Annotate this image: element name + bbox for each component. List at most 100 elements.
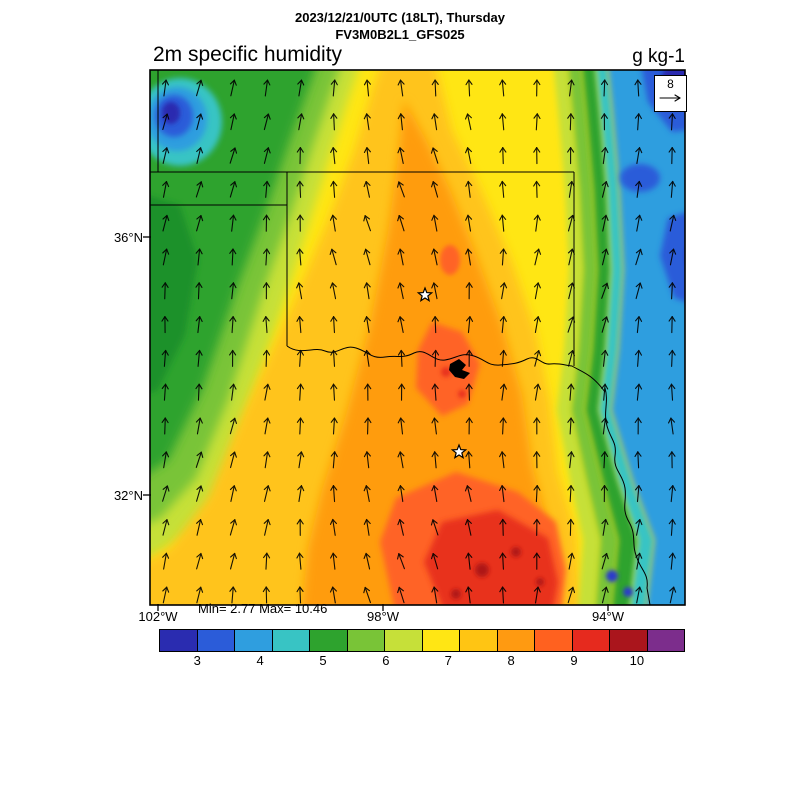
- wind-arrow: [263, 552, 271, 570]
- wind-arrow: [162, 147, 170, 164]
- wind-arrow: [430, 519, 439, 536]
- wind-arrow: [196, 552, 204, 570]
- wind-arrow: [601, 451, 609, 469]
- wind-arrow: [465, 147, 473, 164]
- wind-arrow: [296, 248, 304, 266]
- wind-arrow: [296, 552, 304, 570]
- wind-arrow: [669, 586, 677, 604]
- wind-arrow: [634, 79, 642, 97]
- wind-arrow: [296, 147, 304, 165]
- wind-arrow: [330, 316, 338, 334]
- wind-arrow: [196, 147, 204, 164]
- wind-arrow: [229, 316, 237, 334]
- wind-arrow: [601, 282, 609, 299]
- wind-arrow: [533, 451, 541, 469]
- wind-arrow: [296, 417, 304, 435]
- wind-arrow: [465, 586, 473, 604]
- wind-arrow: [668, 282, 676, 300]
- wind-arrow: [534, 248, 542, 266]
- wind-arrow: [668, 180, 676, 198]
- wind-arrow: [431, 383, 439, 401]
- colorbar-tick-label: 7: [444, 653, 452, 668]
- wind-arrow: [229, 113, 237, 131]
- wind-arrow: [162, 519, 170, 536]
- city-star-north: [416, 286, 434, 303]
- wind-arrow: [263, 485, 271, 502]
- wind-arrow: [567, 518, 575, 536]
- wind-arrow: [196, 519, 204, 536]
- wind-arrow: [330, 451, 338, 469]
- wind-arrow: [363, 316, 371, 334]
- wind-arrow: [669, 248, 677, 266]
- colorbar-tick-label: 3: [193, 653, 201, 668]
- wind-arrow: [634, 451, 642, 469]
- wind-arrow: [397, 553, 405, 570]
- wind-arrow: [397, 147, 405, 164]
- wind-arrow: [229, 349, 237, 367]
- wind-arrow: [297, 79, 305, 97]
- wind-arrow: [668, 383, 676, 401]
- wind-arrow: [600, 485, 608, 503]
- wind-arrow: [465, 248, 473, 266]
- map-frame: [149, 69, 686, 606]
- wind-reference-box: 8: [654, 75, 687, 112]
- wind-arrow: [431, 485, 439, 503]
- wind-arrow: [330, 417, 338, 435]
- colorbar-segment: [610, 630, 648, 651]
- wind-arrow: [464, 485, 472, 502]
- wind-arrow: [195, 383, 203, 401]
- wind-arrow: [634, 349, 643, 367]
- wind-arrow: [230, 451, 237, 469]
- wind-arrow: [161, 349, 169, 367]
- wind-arrow: [634, 417, 642, 435]
- wind-arrow: [329, 214, 337, 232]
- wind-arrow: [296, 214, 304, 232]
- wind-arrow: [431, 282, 439, 300]
- wind-arrow: [162, 180, 170, 198]
- lat-label-32n: 32°N: [113, 488, 143, 503]
- wind-arrow: [668, 518, 676, 536]
- wind-arrow: [162, 552, 170, 570]
- wind-arrow: [533, 316, 541, 334]
- wind-arrow: [499, 552, 507, 570]
- wind-arrow: [229, 519, 238, 536]
- wind-arrow: [195, 451, 204, 468]
- wind-arrow: [363, 518, 371, 536]
- wind-arrow: [431, 248, 439, 266]
- wind-arrow: [397, 451, 405, 469]
- wind-arrow: [397, 316, 405, 333]
- wind-arrow: [229, 586, 237, 604]
- wind-arrow: [499, 113, 507, 131]
- wind-arrow: [431, 586, 439, 604]
- wind-arrow: [634, 485, 643, 503]
- wind-arrow: [431, 451, 439, 469]
- wind-arrow: [363, 113, 371, 131]
- wind-arrow: [196, 214, 204, 232]
- wind-arrow: [600, 113, 608, 131]
- min-max-label: Min= 2.77 Max= 10.46: [198, 601, 328, 616]
- wind-arrow: [465, 180, 473, 198]
- wind-arrow: [499, 147, 507, 165]
- wind-arrow: [296, 383, 304, 401]
- wind-arrow: [465, 349, 473, 367]
- colorbar-segment: [197, 630, 235, 651]
- wind-arrow: [668, 147, 676, 165]
- wind-arrow: [363, 181, 371, 198]
- wind-arrow: [499, 586, 507, 604]
- wind-arrow: [635, 248, 643, 266]
- wind-arrow: [567, 586, 576, 604]
- wind-arrow: [464, 113, 472, 131]
- wind-arrow: [161, 316, 169, 334]
- wind-arrow: [162, 248, 170, 266]
- wind-arrow: [397, 282, 405, 300]
- wind-arrow: [601, 518, 609, 536]
- wind-arrow: [669, 214, 677, 232]
- wind-arrow: [635, 147, 643, 165]
- wind-arrow: [431, 214, 439, 232]
- wind-arrow: [363, 451, 371, 469]
- wind-arrow: [533, 147, 541, 165]
- wind-arrow: [431, 316, 439, 334]
- wind-arrow: [667, 417, 676, 435]
- wind-arrow: [363, 147, 371, 165]
